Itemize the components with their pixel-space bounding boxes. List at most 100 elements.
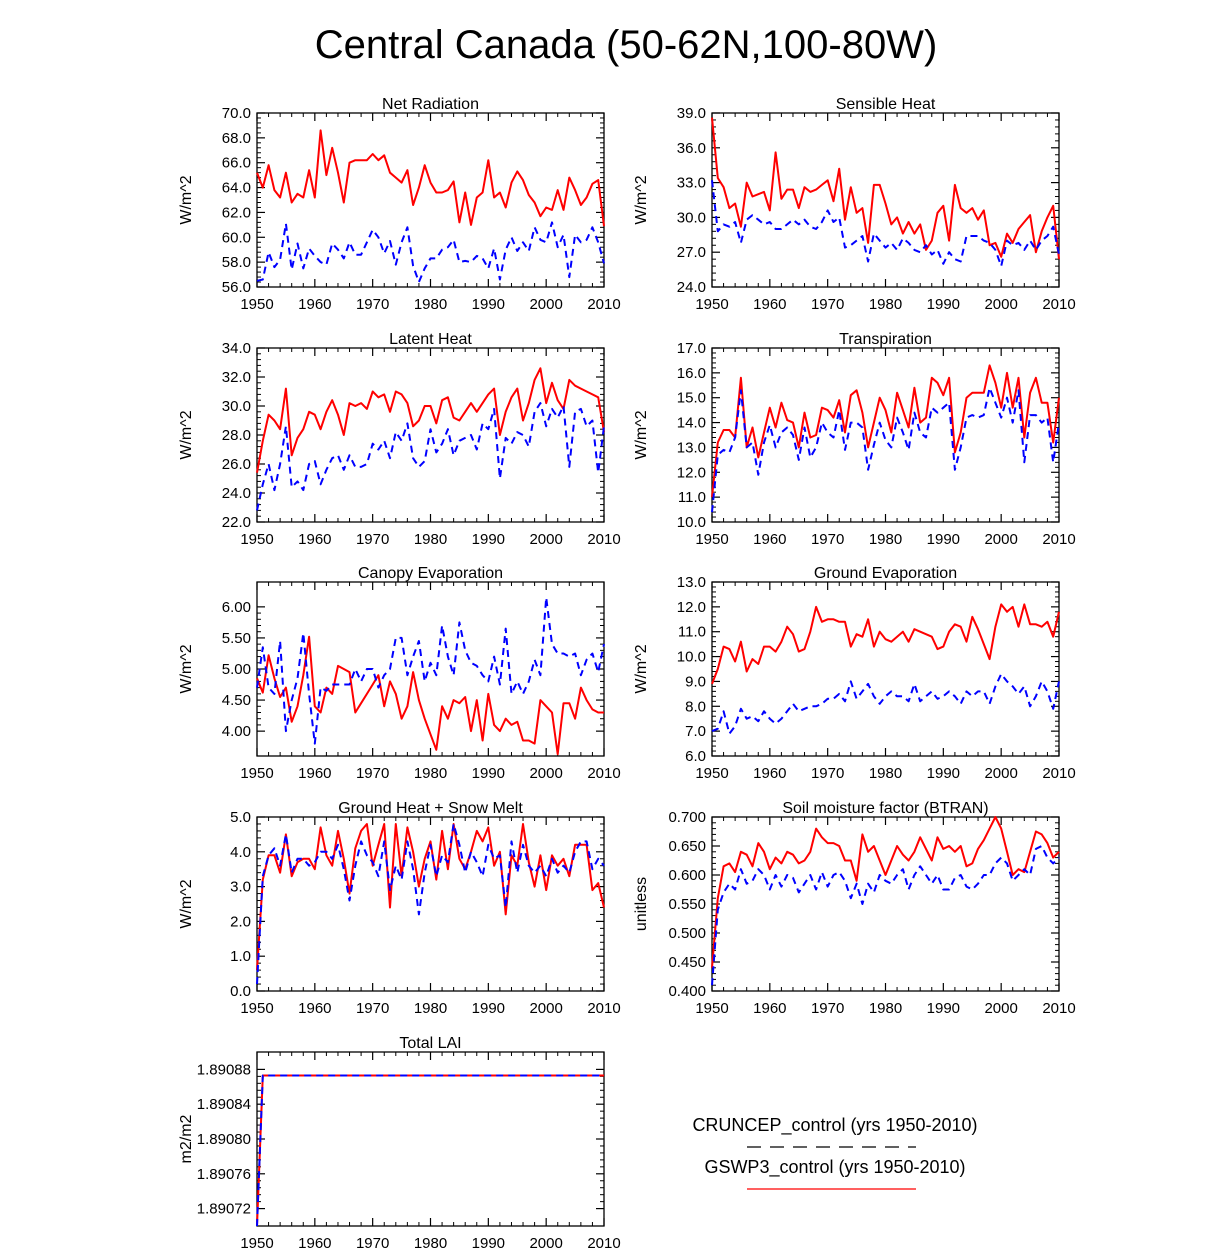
x-tick-label: 1950	[240, 531, 273, 548]
x-tick-label: 1990	[927, 765, 960, 782]
x-tick-label: 1970	[811, 1000, 844, 1017]
x-tick-label: 2010	[1042, 531, 1075, 548]
panel-latent-heat: Latent Heat W/m^2 22.0 24.0 26.0 28.0 30.0 32.0…	[178, 331, 621, 548]
x-tick-label: 1980	[414, 1235, 447, 1252]
x-tick-label: 1990	[472, 765, 505, 782]
y-axis-label: m2/m2	[178, 1114, 195, 1163]
plot-frame	[711, 581, 1060, 757]
y-tick-label: 11.0	[678, 489, 706, 506]
x-tick-label: 1960	[298, 1000, 331, 1017]
y-tick-label: 12.0	[677, 599, 706, 616]
x-tick-label: 1950	[695, 765, 728, 782]
x-tick-label: 1950	[695, 296, 728, 313]
x-tick-label: 1950	[695, 531, 728, 548]
series-line-cruncep-control	[256, 596, 605, 745]
x-tick-label: 1960	[753, 296, 786, 313]
y-tick-label: 34.0	[222, 340, 251, 357]
series-line-cruncep-control	[256, 402, 605, 511]
y-tick-label: 4.50	[222, 692, 251, 709]
x-tick-label: 2000	[984, 1000, 1017, 1017]
y-tick-label: 17.0	[677, 340, 706, 357]
x-tick-label: 1960	[753, 531, 786, 548]
legend-label-gswp3: GSWP3_control (yrs 1950-2010)	[704, 1157, 965, 1178]
x-tick-label: 1950	[240, 1000, 273, 1017]
y-tick-label: 70.0	[222, 105, 251, 122]
series-line-gswp3-control	[256, 635, 604, 756]
panel-ground-heat-snow-melt: Ground Heat + Snow Melt W/m^2 0.0 1.0 2.0 3.0…	[178, 800, 621, 1017]
series-line-gswp3-control	[711, 117, 1060, 260]
x-tick-label: 1990	[927, 1000, 960, 1017]
y-tick-label: 0.0	[230, 983, 251, 1000]
y-tick-label: 36.0	[677, 140, 706, 157]
y-tick-label: 26.0	[222, 456, 251, 473]
y-axis-label: unitless	[633, 877, 650, 931]
y-tick-label: 10.0	[677, 649, 706, 666]
panel-title: Transpiration	[839, 331, 932, 348]
panel-net-radiation: Net Radiation W/m^2 56.0 58.0 60.0 62.0 64.0 66…	[178, 96, 621, 313]
y-tick-label: 1.89076	[197, 1166, 251, 1183]
x-tick-label: 1970	[356, 1000, 389, 1017]
x-tick-label: 1980	[869, 531, 902, 548]
series-line-cruncep-control	[711, 386, 1060, 513]
x-tick-label: 1970	[356, 531, 389, 548]
y-axis-label: W/m^2	[633, 175, 650, 224]
panel-total-lai: Total LAI m2/m2 1.89072 1.89076 1.89080 1.890…	[178, 1035, 621, 1252]
y-tick-label: 62.0	[222, 204, 251, 221]
series-line-gswp3-control	[711, 603, 1060, 685]
x-tick-label: 1960	[298, 1235, 331, 1252]
y-tick-label: 30.0	[677, 209, 706, 226]
y-axis-label: W/m^2	[178, 410, 195, 459]
x-tick-label: 2000	[529, 1000, 562, 1017]
y-axis-label: W/m^2	[178, 175, 195, 224]
y-tick-label: 4.00	[222, 723, 251, 740]
x-tick-label: 2000	[529, 531, 562, 548]
y-tick-label: 9.0	[685, 673, 706, 690]
y-tick-label: 28.0	[222, 427, 251, 444]
y-tick-label: 7.0	[685, 723, 706, 740]
x-tick-label: 1960	[298, 765, 331, 782]
figure-title: Central Canada (50-62N,100-80W)	[315, 23, 938, 67]
x-tick-label: 1950	[695, 1000, 728, 1017]
y-axis-label: W/m^2	[178, 644, 195, 693]
y-tick-label: 1.0	[230, 948, 251, 965]
y-tick-label: 1.89088	[197, 1061, 251, 1078]
y-tick-label: 16.0	[677, 365, 706, 382]
x-tick-label: 1980	[414, 296, 447, 313]
plot-frame	[256, 1051, 605, 1227]
x-tick-label: 2010	[587, 296, 620, 313]
x-tick-label: 1990	[927, 296, 960, 313]
x-tick-label: 1960	[298, 531, 331, 548]
y-tick-label: 1.89072	[197, 1201, 251, 1218]
y-tick-label: 0.600	[668, 867, 706, 884]
y-tick-label: 64.0	[222, 180, 251, 197]
y-axis-label: W/m^2	[633, 410, 650, 459]
plot-frame	[256, 347, 605, 523]
x-tick-label: 1960	[753, 765, 786, 782]
panel-title: Ground Heat + Snow Melt	[338, 800, 523, 817]
panel-title: Sensible Heat	[836, 96, 936, 113]
x-tick-label: 2010	[587, 1235, 620, 1252]
x-tick-label: 1970	[811, 531, 844, 548]
chart-panels: Net Radiation W/m^2 56.0 58.0 60.0 62.0 64.0 66…	[178, 96, 1076, 1252]
x-tick-label: 1970	[356, 1235, 389, 1252]
y-tick-label: 5.0	[230, 809, 251, 826]
y-tick-label: 8.0	[685, 698, 706, 715]
y-tick-label: 0.400	[668, 983, 706, 1000]
y-tick-label: 3.0	[230, 879, 251, 896]
plot-frame	[711, 112, 1060, 288]
series-line-cruncep-control	[256, 1074, 604, 1227]
y-tick-label: 11.0	[678, 624, 706, 641]
x-tick-label: 2000	[529, 765, 562, 782]
y-tick-label: 60.0	[222, 229, 251, 246]
series-line-cruncep-control	[711, 180, 1060, 268]
panel-title: Canopy Evaporation	[358, 565, 503, 582]
y-tick-label: 30.0	[222, 398, 251, 415]
x-tick-label: 2010	[1042, 1000, 1075, 1017]
y-tick-label: 14.0	[677, 415, 706, 432]
series-line-gswp3-control	[256, 823, 605, 971]
panel-soil-moisture-factor-btran: Soil moisture factor (BTRAN) unitless 0.40…	[633, 800, 1076, 1017]
y-tick-label: 68.0	[222, 130, 251, 147]
x-tick-label: 1990	[472, 296, 505, 313]
x-tick-label: 1970	[356, 296, 389, 313]
y-tick-label: 0.500	[668, 925, 706, 942]
